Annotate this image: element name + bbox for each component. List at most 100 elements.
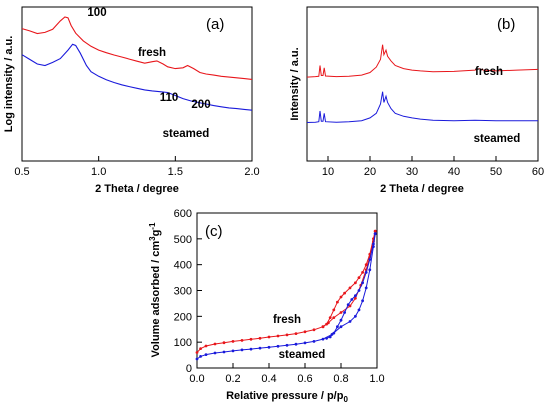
- panel-c-steamed-point: [332, 331, 336, 335]
- panel-c-fresh-point: [361, 271, 364, 274]
- panel-c-steamed-adsorption-line: [196, 233, 376, 360]
- panel-b-ylabel: Intensity / a.u.: [289, 47, 301, 120]
- panel-c-fresh-point: [336, 300, 339, 304]
- panel-c-steamed-point: [199, 355, 203, 358]
- panel-c-fresh-point: [285, 333, 289, 337]
- panel-c-steamed-point: [354, 314, 357, 318]
- panel-c-xtick-label: 0.8: [333, 373, 348, 385]
- panel-c-xtick-label: 0.6: [297, 373, 312, 385]
- panel-c-steamed-point: [321, 337, 325, 341]
- panel-c-steamed-point: [339, 325, 343, 329]
- panel-c-fresh-point: [267, 335, 271, 339]
- panel-a-frame: [21, 6, 253, 162]
- panel-b-steamed-line: [306, 91, 538, 123]
- panel-c-fresh-point: [364, 263, 368, 267]
- panel-c-steamed-point: [357, 308, 361, 312]
- panel-b-series: [306, 44, 539, 123]
- panel-c-fresh-desorption-line: [322, 230, 376, 328]
- panel-c-steamed-point: [258, 346, 262, 350]
- panel-c-steamed-point: [368, 258, 372, 261]
- panel-c-steamed-point: [325, 336, 328, 340]
- panel-c-ytick-label: 200: [174, 311, 192, 323]
- panel-c-fresh-point: [312, 328, 316, 332]
- panel-c-ylabel: Volume adsorbed / cm3g-1: [148, 222, 162, 357]
- panel-b-xtick-label: 40: [448, 166, 460, 178]
- panel-c-fresh-point: [276, 334, 280, 338]
- panel-c-fresh-point: [325, 322, 328, 326]
- panel-c-series: [195, 229, 377, 361]
- panel-c-fresh-point: [332, 308, 336, 312]
- panel-c-fresh-point: [354, 296, 357, 300]
- panel-a-xlabel: 2 Theta / degree: [95, 183, 179, 195]
- panel-c-fresh-point: [328, 316, 332, 319]
- panel-c-steamed-point: [195, 357, 199, 361]
- panel-c-steamed-point: [285, 343, 289, 347]
- panel-c-fresh-point: [339, 311, 343, 314]
- panel-c-fresh-point: [357, 276, 361, 279]
- panel-c-steamed-point: [249, 347, 253, 351]
- panel-c-steamed-point: [303, 341, 307, 345]
- panel-a-fresh-label: fresh: [138, 47, 166, 59]
- panel-c-steamed-point: [339, 318, 343, 322]
- panel-b-steamed-label: steamed: [474, 133, 521, 145]
- panel-a-peak-110: 110: [160, 92, 179, 104]
- panel-c-fresh-point: [222, 341, 226, 345]
- panel-c-steamed-point: [343, 311, 346, 314]
- panel-c-steamed-point: [364, 271, 368, 274]
- panel-c-steamed-point: [368, 268, 372, 272]
- panel-c-xtick-label: 0.0: [189, 373, 204, 385]
- panel-c-xtick-label: 1.0: [369, 373, 384, 385]
- panel-c-steamed-point: [336, 325, 339, 329]
- panel-c-fresh-point: [303, 330, 307, 334]
- panel-a-xticks: 0.5 1.0 1.5 2.0: [14, 156, 260, 178]
- panel-c-steamed-point: [354, 294, 357, 298]
- panel-c-fresh-point: [332, 316, 336, 319]
- panel-b-xticks: 10 20 30 40 50 60: [322, 156, 544, 178]
- panel-c-xtick-label: 0.4: [261, 373, 276, 385]
- panel-c-steamed-point: [348, 320, 352, 323]
- panel-c-ytick-label: 500: [174, 234, 192, 246]
- panel-c-letter: (c): [205, 223, 223, 240]
- panel-c-fresh-point: [373, 229, 377, 233]
- panel-c-steamed-point: [204, 353, 208, 356]
- panel-c-fresh-point: [339, 295, 343, 299]
- panel-b-xtick-label: 20: [364, 166, 376, 178]
- panel-c-steamed-point: [357, 289, 361, 292]
- panel-c-steamed-label: steamed: [279, 349, 326, 361]
- panel-b-frame: [306, 6, 539, 162]
- panel-c-fresh-point: [240, 339, 244, 342]
- panel-c-steamed-point: [222, 350, 226, 354]
- panel-c-steamed-point: [267, 345, 271, 349]
- panel-c-ytick-label: 600: [174, 208, 192, 220]
- panel-c-ytick-label: 400: [174, 260, 192, 272]
- panel-c-fresh-point: [199, 347, 203, 350]
- panel-a-fresh-line: [21, 16, 253, 80]
- panel-c-steamed-point: [361, 281, 364, 285]
- panel-c-steamed-point: [346, 303, 350, 307]
- panel-c: 0.0 0.2 0.4 0.6 0.8 1.0 0 100 200 300 400 500 600 (…: [148, 208, 385, 404]
- panel-c-fresh-point: [343, 291, 346, 295]
- panel-c-fresh-point: [321, 325, 325, 329]
- panel-a-letter: (a): [206, 16, 224, 33]
- panel-c-fresh-point: [195, 351, 199, 354]
- panel-b-letter: (b): [497, 16, 515, 33]
- panel-a-peak-200: 200: [191, 99, 210, 111]
- panel-c-fresh-point: [204, 344, 208, 348]
- panel-a-steamed-label: steamed: [163, 128, 210, 140]
- panel-c-steamed-point: [361, 299, 364, 303]
- panel-c-xtick-label: 0.2: [225, 373, 240, 385]
- panel-c-steamed-point: [231, 349, 235, 353]
- panel-c-ytick-label: 300: [174, 286, 192, 298]
- panel-c-steamed-point: [350, 298, 354, 301]
- panel-c-steamed-point: [364, 286, 368, 290]
- panel-b-xtick-label: 10: [322, 166, 334, 178]
- panel-a-xtick-label: 2.0: [244, 166, 259, 178]
- panel-c-fresh-point: [294, 332, 298, 335]
- panel-b-fresh-label: fresh: [475, 66, 503, 78]
- panel-c-fresh-point: [354, 281, 357, 285]
- panel-c-fresh-point: [213, 342, 217, 346]
- panel-c-fresh-point: [258, 336, 262, 340]
- panel-a-xtick-label: 0.5: [14, 166, 29, 178]
- panel-c-steamed-point: [373, 232, 377, 236]
- panel-c-fresh-label: fresh: [273, 314, 301, 326]
